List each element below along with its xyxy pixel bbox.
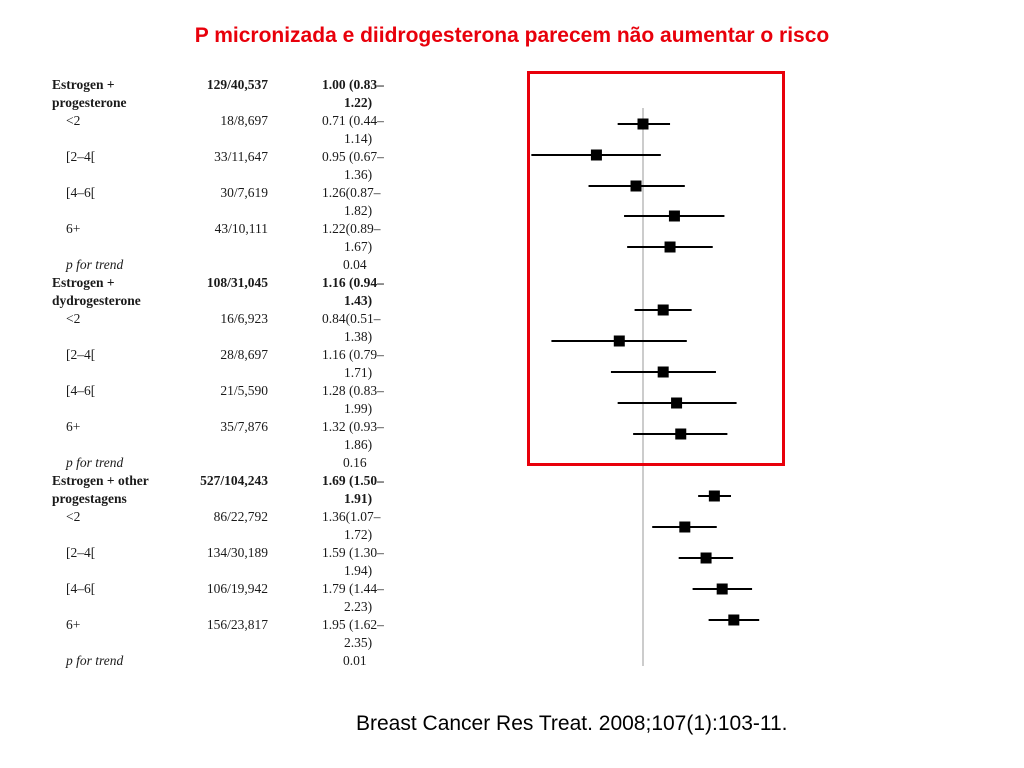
hr-marker <box>590 149 602 161</box>
row-events: 18/8,697 <box>220 113 268 128</box>
row-label: [2–4[ <box>66 149 96 164</box>
row-label: p for trend <box>66 653 124 668</box>
row-events: 28/8,697 <box>220 347 268 362</box>
row-label-line2: progestagens <box>52 491 127 506</box>
row-ci-line2: 2.23) <box>344 599 373 614</box>
row-label: Estrogen + <box>52 77 115 92</box>
row-ci: 1.69 (1.50– <box>322 473 384 488</box>
row-label: 6+ <box>66 419 81 434</box>
row-ci: 1.22(0.89– <box>322 221 381 236</box>
row-events: 86/22,792 <box>213 509 268 524</box>
hr-marker <box>708 490 720 502</box>
row-label: 6+ <box>66 617 81 632</box>
row-ci: 1.59 (1.30– <box>322 545 384 560</box>
hr-marker <box>657 304 669 316</box>
results-table: Estrogen + progesterone 129/40,537 1.00 (0.… <box>0 0 420 680</box>
hr-marker <box>671 397 683 409</box>
hr-marker <box>668 210 680 222</box>
row-ci-line2: 1.86) <box>344 437 373 452</box>
row-label-line2: progesterone <box>52 95 127 110</box>
row-label: [2–4[ <box>66 545 96 560</box>
row-events: 129/40,537 <box>206 77 268 92</box>
row-ci-line2: 1.43) <box>344 293 373 308</box>
row-events: 43/10,111 <box>214 221 268 236</box>
hr-marker <box>679 521 691 533</box>
row-ci-line2: 1.71) <box>344 365 373 380</box>
row-ci: 0.04 <box>343 257 367 272</box>
row-ci: 1.32 (0.93– <box>322 419 384 434</box>
hr-marker <box>716 583 728 595</box>
row-ci-line2: 1.38) <box>344 329 373 344</box>
row-ci: 1.36(1.07– <box>322 509 381 524</box>
row-label: Estrogen + <box>52 275 115 290</box>
row-label: p for trend <box>66 455 124 470</box>
row-ci: 1.16 (0.94– <box>322 275 384 290</box>
hr-marker <box>675 428 687 440</box>
row-ci: 0.84(0.51– <box>322 311 381 326</box>
row-events: 527/104,243 <box>200 473 268 488</box>
row-label: <2 <box>66 311 81 326</box>
hr-marker <box>700 552 712 564</box>
row-ci: 0.16 <box>343 455 367 470</box>
row-ci: 1.79 (1.44– <box>322 581 384 596</box>
row-label: [4–6[ <box>66 581 96 596</box>
hr-marker <box>613 335 625 347</box>
hr-marker <box>664 241 676 253</box>
row-ci-line2: 1.67) <box>344 239 373 254</box>
row-ci-line2: 1.99) <box>344 401 373 416</box>
hr-marker <box>630 180 642 192</box>
row-ci: 0.71 (0.44– <box>322 113 384 128</box>
row-label: p for trend <box>66 257 124 272</box>
hr-marker <box>637 118 649 130</box>
row-ci-line2: 1.22) <box>344 95 373 110</box>
slide-title: P micronizada e diidrogesterona parecem … <box>194 24 830 47</box>
row-label: <2 <box>66 113 81 128</box>
row-ci-line2: 1.94) <box>344 563 373 578</box>
row-events: 16/6,923 <box>220 311 268 326</box>
row-ci: 1.95 (1.62– <box>322 617 384 632</box>
row-label: <2 <box>66 509 81 524</box>
row-ci: 1.00 (0.83– <box>322 77 384 92</box>
row-ci-line2: 2.35) <box>344 635 373 650</box>
row-ci: 0.95 (0.67– <box>322 149 384 164</box>
row-ci: 0.01 <box>343 653 367 668</box>
row-events: 106/19,942 <box>206 581 268 596</box>
row-label-line2: dydrogesterone <box>52 293 141 308</box>
row-label: [2–4[ <box>66 347 96 362</box>
row-events: 134/30,189 <box>206 545 268 560</box>
highlight-box <box>527 71 785 466</box>
row-ci: 1.26(0.87– <box>322 185 381 200</box>
row-events: 21/5,590 <box>220 383 268 398</box>
row-label: Estrogen + other <box>52 473 149 488</box>
row-ci-line2: 1.82) <box>344 203 373 218</box>
row-label: [4–6[ <box>66 185 96 200</box>
row-events: 156/23,817 <box>206 617 268 632</box>
row-label: [4–6[ <box>66 383 96 398</box>
hr-marker <box>657 366 669 378</box>
row-ci-line2: 1.91) <box>344 491 373 506</box>
citation: Breast Cancer Res Treat. 2008;107(1):103… <box>356 712 788 735</box>
row-events: 35/7,876 <box>220 419 268 434</box>
row-ci-line2: 1.14) <box>344 131 373 146</box>
row-ci-line2: 1.36) <box>344 167 373 182</box>
row-events: 33/11,647 <box>214 149 268 164</box>
row-events: 108/31,045 <box>206 275 268 290</box>
row-ci: 1.28 (0.83– <box>322 383 384 398</box>
row-label: 6+ <box>66 221 81 236</box>
row-ci: 1.16 (0.79– <box>322 347 384 362</box>
row-events: 30/7,619 <box>220 185 268 200</box>
hr-marker <box>728 614 740 626</box>
row-ci-line2: 1.72) <box>344 527 373 542</box>
